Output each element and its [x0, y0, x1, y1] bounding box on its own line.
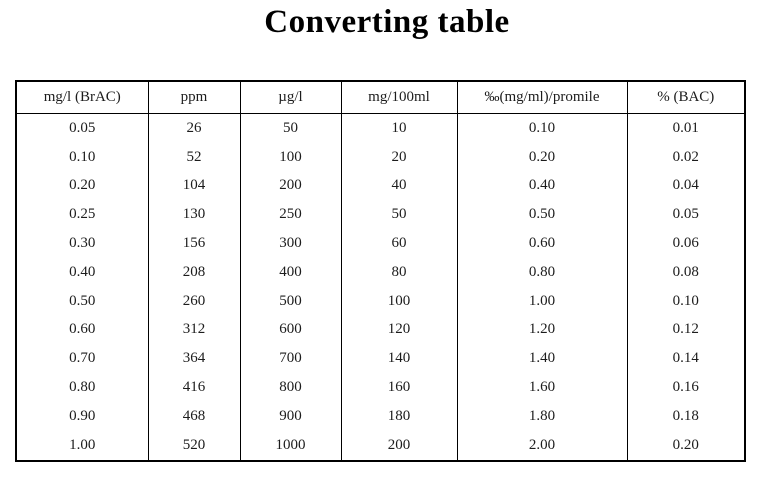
table-cell: 0.25 [15, 200, 149, 230]
table-cell: 1.40 [456, 344, 628, 374]
table-cell: 156 [147, 229, 241, 258]
table-cell: 0.80 [15, 373, 149, 402]
table-cell: 0.50 [456, 200, 628, 230]
table-cell: 250 [239, 200, 342, 230]
table-cell: 312 [147, 315, 241, 345]
table-cell: 0.70 [15, 344, 149, 374]
table-header: mg/l (BrAC) ppm µg/l mg/100ml ‰(mg/ml)/promi… [15, 80, 746, 114]
table-cell: 260 [147, 286, 241, 316]
column-header: µg/l [239, 80, 342, 114]
table-cell: 20 [340, 142, 458, 172]
table-cell: 0.10 [626, 286, 746, 316]
table-cell: 80 [340, 257, 458, 287]
table-cell: 180 [340, 401, 458, 431]
table-cell: 520 [147, 430, 241, 461]
table-cell: 0.05 [626, 200, 746, 230]
table-cell: 60 [340, 229, 458, 258]
table-cell: 0.20 [15, 171, 149, 201]
table-cell: 0.40 [456, 171, 628, 201]
table-cell: 1.60 [456, 373, 628, 402]
table-cell: 0.02 [626, 142, 746, 172]
table-cell: 0.30 [15, 229, 149, 258]
table-row: 0.30 156 300 60 0.60 0.06 [15, 229, 746, 258]
table-row: 1.00 520 1000 200 2.00 0.20 [15, 430, 746, 461]
table-row: 0.05 26 50 10 0.10 0.01 [15, 112, 746, 143]
table-row: 0.10 52 100 20 0.20 0.02 [15, 142, 746, 172]
table-cell: 1.80 [456, 401, 628, 431]
table-cell: 700 [239, 344, 342, 374]
table-row: 0.20 104 200 40 0.40 0.04 [15, 171, 746, 201]
table-row: 0.50 260 500 100 1.00 0.10 [15, 286, 746, 316]
converting-table: mg/l (BrAC) ppm µg/l mg/100ml ‰(mg/ml)/promi… [15, 80, 746, 462]
table-cell: 0.40 [15, 257, 149, 287]
table-cell: 40 [340, 171, 458, 201]
table-cell: 52 [147, 142, 241, 172]
table-cell: 416 [147, 373, 241, 402]
table-cell: 900 [239, 401, 342, 431]
table-row: 0.70 364 700 140 1.40 0.14 [15, 344, 746, 374]
table-cell: 0.08 [626, 257, 746, 287]
table-header-row: mg/l (BrAC) ppm µg/l mg/100ml ‰(mg/ml)/promi… [15, 80, 746, 114]
table-cell: 1.00 [456, 286, 628, 316]
table-row: 0.40 208 400 80 0.80 0.08 [15, 257, 746, 287]
column-header: ppm [147, 80, 241, 114]
table-cell: 0.12 [626, 315, 746, 345]
table-row: 0.90 468 900 180 1.80 0.18 [15, 401, 746, 431]
table-cell: 0.20 [456, 142, 628, 172]
table-cell: 364 [147, 344, 241, 374]
table-body: 0.05 26 50 10 0.10 0.01 0.10 52 100 20 0.20 0.02 0.2… [15, 112, 746, 461]
table-cell: 2.00 [456, 430, 628, 461]
table-cell: 0.18 [626, 401, 746, 431]
table-cell: 0.01 [626, 112, 746, 143]
column-header: ‰(mg/ml)/promile [456, 80, 628, 114]
table-cell: 500 [239, 286, 342, 316]
page-title: Converting table [264, 4, 510, 40]
table-cell: 100 [340, 286, 458, 316]
table-cell: 50 [239, 112, 342, 143]
table-cell: 0.05 [15, 112, 149, 143]
table-cell: 0.10 [15, 142, 149, 172]
table-cell: 800 [239, 373, 342, 402]
table-row: 0.80 416 800 160 1.60 0.16 [15, 373, 746, 402]
table-cell: 160 [340, 373, 458, 402]
table-cell: 468 [147, 401, 241, 431]
table-cell: 200 [340, 430, 458, 461]
table-cell: 0.16 [626, 373, 746, 402]
column-header: % (BAC) [626, 80, 746, 114]
table-cell: 1.00 [15, 430, 149, 461]
table-cell: 104 [147, 171, 241, 201]
table-cell: 26 [147, 112, 241, 143]
table-cell: 1000 [239, 430, 342, 461]
table-cell: 0.50 [15, 286, 149, 316]
column-header: mg/100ml [340, 80, 458, 114]
table-cell: 130 [147, 200, 241, 230]
table-cell: 300 [239, 229, 342, 258]
table-row: 0.25 130 250 50 0.50 0.05 [15, 200, 746, 230]
table-cell: 600 [239, 315, 342, 345]
table-cell: 0.80 [456, 257, 628, 287]
table-cell: 120 [340, 315, 458, 345]
table-cell: 400 [239, 257, 342, 287]
table-cell: 50 [340, 200, 458, 230]
table-cell: 10 [340, 112, 458, 143]
table-cell: 0.06 [626, 229, 746, 258]
table-cell: 100 [239, 142, 342, 172]
table-cell: 0.60 [456, 229, 628, 258]
table-row: 0.60 312 600 120 1.20 0.12 [15, 315, 746, 345]
table-cell: 140 [340, 344, 458, 374]
table-cell: 0.14 [626, 344, 746, 374]
table-cell: 0.10 [456, 112, 628, 143]
table-cell: 208 [147, 257, 241, 287]
column-header: mg/l (BrAC) [15, 80, 149, 114]
table-cell: 0.60 [15, 315, 149, 345]
table-cell: 0.90 [15, 401, 149, 431]
table-cell: 1.20 [456, 315, 628, 345]
table-cell: 0.04 [626, 171, 746, 201]
table-cell: 200 [239, 171, 342, 201]
table-cell: 0.20 [626, 430, 746, 461]
